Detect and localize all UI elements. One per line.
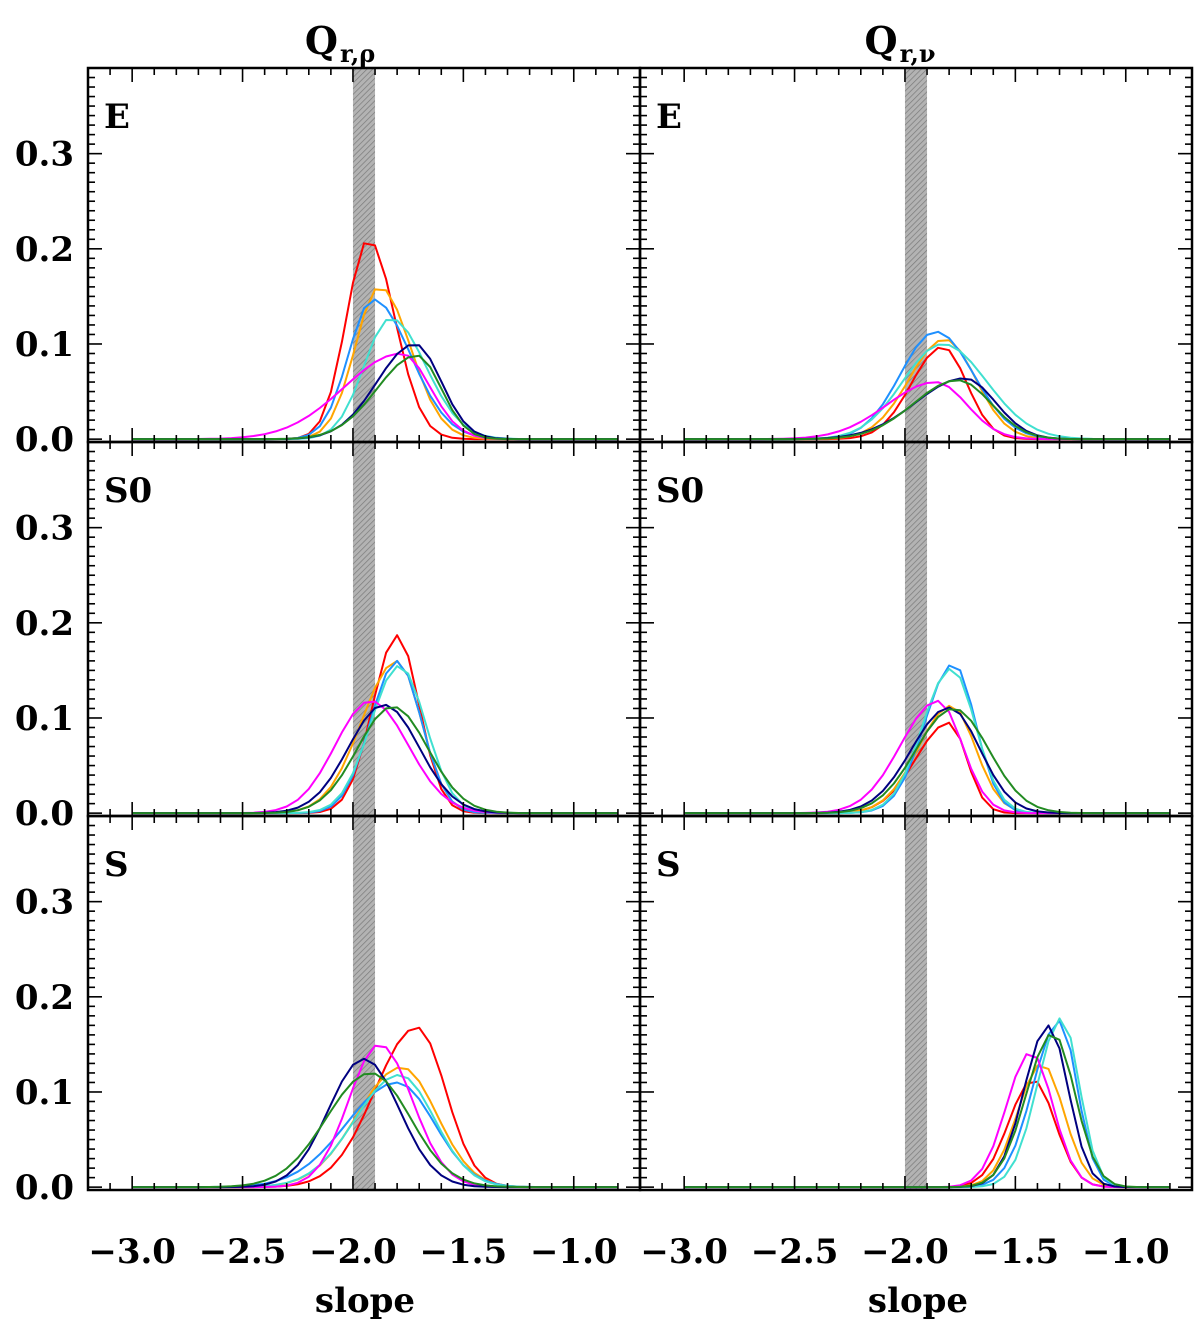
y-tick-label: 0.0 bbox=[15, 420, 74, 460]
x-axis-label-right: slope bbox=[868, 1281, 968, 1321]
series-line-e-qrrho-4 bbox=[132, 319, 618, 441]
series-line-s0-qrrho-1 bbox=[132, 634, 618, 815]
series-line-s-qrrho-3 bbox=[132, 1081, 618, 1189]
column-title-left-main: Q bbox=[305, 18, 338, 63]
y-tick-label: 0.1 bbox=[15, 1073, 74, 1113]
x-tick-label: −2.0 bbox=[309, 1232, 397, 1272]
y-tick-label: 0.3 bbox=[15, 509, 74, 549]
panel-label-e-qrnu: E bbox=[656, 97, 682, 137]
series-line-s-qrnu-1 bbox=[684, 1080, 1170, 1189]
y-tick-label: 0.0 bbox=[15, 794, 74, 834]
column-title-left: Qr,ρ bbox=[305, 18, 375, 68]
x-tick-label: −1.5 bbox=[972, 1232, 1060, 1272]
shaded-band-s0-qrrho bbox=[352, 442, 376, 816]
x-tick-label: −1.5 bbox=[420, 1232, 508, 1272]
panel-label-s0-qrrho: S0 bbox=[104, 471, 152, 511]
frames-layer bbox=[86, 66, 1194, 1192]
y-tick-label: 0.2 bbox=[15, 978, 74, 1018]
column-title-right-main: Q bbox=[864, 18, 897, 63]
series-line-e-qrrho-1 bbox=[132, 242, 618, 441]
column-title-right: Qr,ν bbox=[864, 18, 935, 68]
series-line-e-qrrho-5 bbox=[132, 352, 618, 441]
series-line-s0-qrnu-2 bbox=[684, 704, 1170, 815]
x-axis-label-left: slope bbox=[315, 1281, 415, 1321]
series-line-e-qrnu-7 bbox=[684, 379, 1170, 441]
series-line-s-qrnu-4 bbox=[684, 1017, 1170, 1189]
column-title-right-subscript: r,ν bbox=[900, 39, 936, 68]
x-tick-label: −2.5 bbox=[199, 1232, 287, 1272]
panel-label-s-qrrho: S bbox=[104, 845, 129, 885]
y-tick-label: 0.1 bbox=[15, 325, 74, 365]
x-tick-label: −1.0 bbox=[1082, 1232, 1170, 1272]
y-tick-label: 0.2 bbox=[15, 230, 74, 270]
series-line-s-qrrho-6 bbox=[132, 1057, 618, 1189]
shaded-band-e-qrrho bbox=[352, 68, 376, 442]
shaded-bands bbox=[352, 68, 928, 1190]
curves-layer bbox=[132, 242, 1170, 1189]
series-line-s0-qrnu-6 bbox=[684, 706, 1170, 815]
series-line-s-qrnu-7 bbox=[684, 1034, 1170, 1189]
x-tick-label: −3.0 bbox=[640, 1232, 728, 1272]
series-line-s-qrrho-2 bbox=[132, 1066, 618, 1189]
panel-frame-s-qrnu bbox=[638, 814, 1194, 1192]
series-line-s-qrrho-4 bbox=[132, 1074, 618, 1189]
series-line-e-qrrho-3 bbox=[132, 298, 618, 441]
y-tick-label: 0.1 bbox=[15, 699, 74, 739]
shaded-band-s-qrnu bbox=[904, 816, 928, 1190]
series-line-s0-qrrho-7 bbox=[132, 706, 618, 815]
series-line-s-qrrho-1 bbox=[132, 1026, 618, 1189]
series-line-s0-qrnu-1 bbox=[684, 721, 1170, 815]
x-tick-label: −1.0 bbox=[530, 1232, 618, 1272]
series-line-s-qrrho-7 bbox=[132, 1072, 618, 1189]
series-line-s-qrrho-5 bbox=[132, 1044, 618, 1189]
x-tick-label: −2.5 bbox=[751, 1232, 839, 1272]
series-line-e-qrrho-7 bbox=[132, 354, 618, 441]
x-tick-label: −3.0 bbox=[88, 1232, 176, 1272]
series-line-s0-qrrho-2 bbox=[132, 659, 618, 815]
labels-layer: E E 0.0 0.1 0.2 0.3 S0 S0 0.0 0.1 0.2 0.3 S S 0.0 0.1 0.… bbox=[15, 97, 1170, 1272]
series-line-e-qrnu-2 bbox=[684, 339, 1170, 441]
y-tick-label: 0.0 bbox=[15, 1168, 74, 1208]
panel-label-s0-qrnu: S0 bbox=[656, 471, 704, 511]
y-tick-label: 0.2 bbox=[15, 604, 74, 644]
shaded-band-e-qrnu bbox=[904, 68, 928, 442]
series-line-s0-qrrho-3 bbox=[132, 659, 618, 815]
y-tick-label: 0.3 bbox=[15, 135, 74, 175]
series-line-s0-qrrho-6 bbox=[132, 703, 618, 815]
y-tick-label: 0.3 bbox=[15, 883, 74, 923]
series-line-e-qrnu-5 bbox=[684, 381, 1170, 441]
series-line-e-qrnu-3 bbox=[684, 330, 1170, 441]
series-line-e-qrnu-6 bbox=[684, 377, 1170, 441]
column-title-left-subscript: r,ρ bbox=[340, 39, 375, 68]
panel-label-s-qrnu: S bbox=[656, 845, 681, 885]
shaded-band-s-qrrho bbox=[352, 816, 376, 1190]
shaded-band-s0-qrnu bbox=[904, 442, 928, 816]
panel-label-e-qrrho: E bbox=[104, 97, 130, 137]
series-line-s0-qrnu-7 bbox=[684, 708, 1170, 815]
series-line-e-qrrho-2 bbox=[132, 288, 618, 441]
x-tick-label: −2.0 bbox=[861, 1232, 949, 1272]
